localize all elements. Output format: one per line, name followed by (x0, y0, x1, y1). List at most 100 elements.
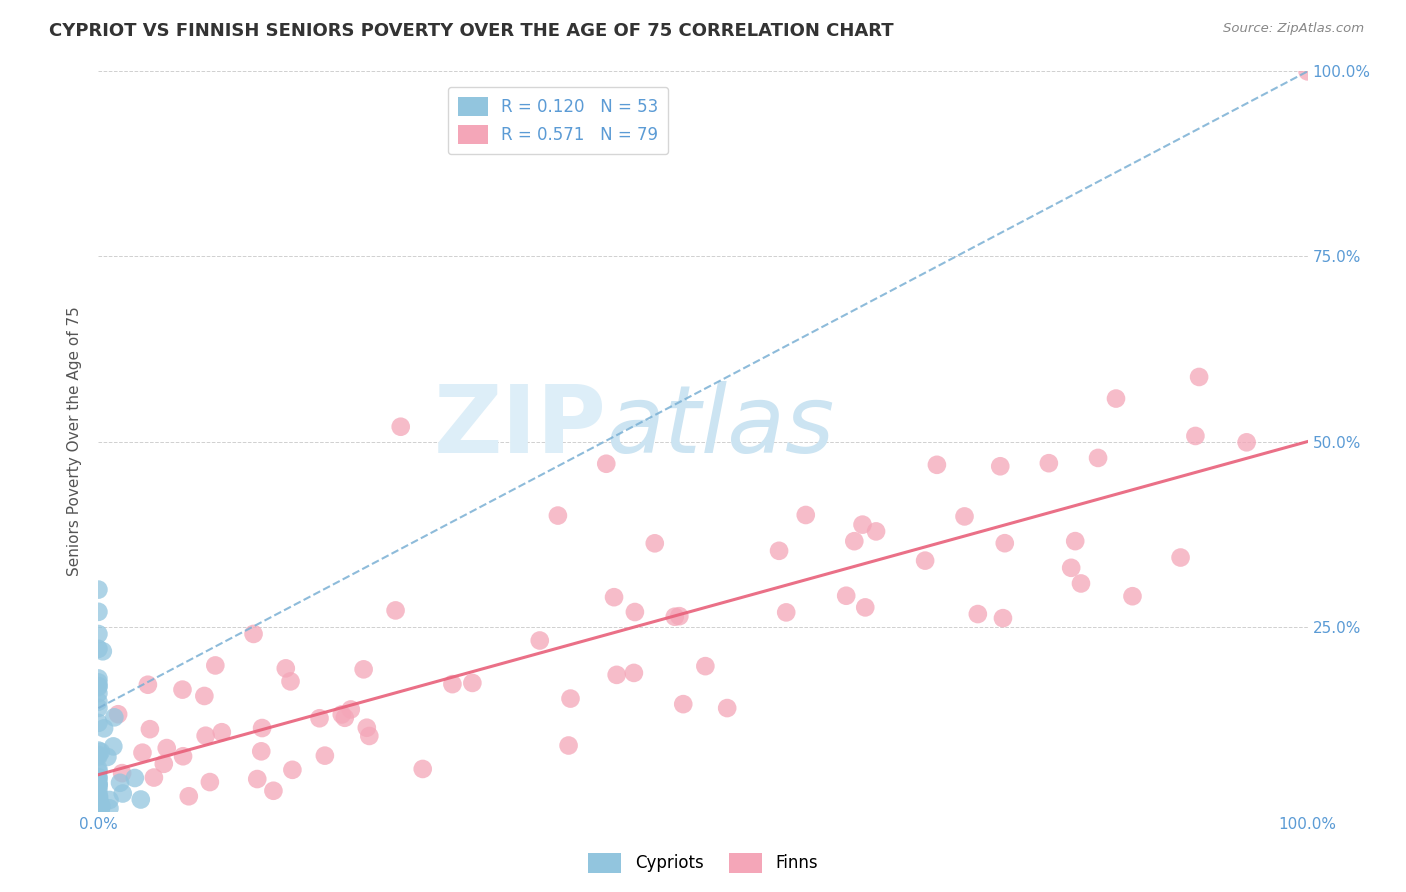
Point (111, 766, 134, 780)
Point (966, 607, 988, 621)
Point (129, 792, 152, 806)
Point (384, 603, 406, 617)
Point (193, 689, 215, 703)
Point (87, 680, 110, 694)
Point (1064, 534, 1087, 549)
Point (87, 778, 110, 792)
Point (250, 721, 273, 735)
Point (768, 543, 790, 558)
Point (87, 675, 110, 690)
Point (1087, 450, 1109, 465)
Point (87, 797, 110, 812)
Point (262, 784, 284, 798)
Point (87, 695, 110, 709)
Point (93, 722, 115, 736)
Text: CYPRIOT VS FINNISH SENIORS POVERTY OVER THE AGE OF 75 CORRELATION CHART: CYPRIOT VS FINNISH SENIORS POVERTY OVER … (49, 22, 894, 40)
Point (1060, 561, 1083, 575)
Point (87, 627, 110, 641)
Point (1296, 64, 1319, 78)
Point (695, 659, 717, 673)
Point (668, 609, 690, 624)
Point (1170, 550, 1192, 565)
Point (339, 702, 361, 716)
Point (865, 524, 887, 539)
Point (716, 701, 738, 715)
Point (953, 509, 976, 524)
Point (98, 793, 121, 807)
Point (606, 668, 628, 682)
Point (87, 791, 110, 805)
Point (333, 711, 356, 725)
Point (851, 517, 873, 532)
Point (111, 787, 134, 801)
Point (1188, 370, 1211, 384)
Point (87, 679, 110, 693)
Point (91, 644, 114, 658)
Point (461, 676, 484, 690)
Point (835, 589, 858, 603)
Point (1105, 392, 1128, 406)
Point (1121, 589, 1143, 603)
Point (177, 789, 200, 804)
Point (624, 605, 647, 619)
Text: atlas: atlas (606, 381, 835, 472)
Point (87, 797, 110, 811)
Point (87, 804, 110, 818)
Point (139, 722, 162, 736)
Point (672, 697, 695, 711)
Point (925, 458, 948, 472)
Point (87, 747, 110, 762)
Point (194, 729, 217, 743)
Point (87, 743, 110, 757)
Point (87, 641, 110, 656)
Point (87, 800, 110, 814)
Point (280, 674, 302, 689)
Point (441, 677, 464, 691)
Point (623, 665, 645, 680)
Point (172, 682, 194, 697)
Point (1038, 456, 1060, 470)
Point (914, 554, 936, 568)
Point (87, 794, 110, 808)
Point (389, 419, 412, 434)
Point (89, 790, 111, 805)
Point (87, 801, 110, 815)
Point (775, 606, 797, 620)
Point (560, 691, 582, 706)
Legend: R = 0.120   N = 53, R = 0.571   N = 79: R = 0.120 N = 53, R = 0.571 N = 79 (447, 87, 668, 154)
Point (198, 775, 221, 789)
Point (853, 600, 876, 615)
Point (246, 772, 269, 786)
Point (136, 678, 159, 692)
Point (308, 711, 330, 725)
Point (412, 762, 434, 776)
Point (644, 536, 666, 550)
Point (994, 536, 1017, 550)
Point (87, 803, 110, 817)
Point (131, 746, 153, 760)
Point (87, 605, 110, 619)
Point (242, 627, 264, 641)
Point (844, 534, 866, 549)
Point (211, 725, 233, 739)
Point (1236, 435, 1258, 450)
Point (1184, 429, 1206, 443)
Point (90, 802, 112, 816)
Point (87, 762, 110, 776)
Point (142, 771, 165, 785)
Point (529, 633, 551, 648)
Point (152, 756, 174, 771)
Point (988, 459, 1011, 474)
Point (557, 739, 579, 753)
Point (87, 701, 110, 715)
Legend: Cypriots, Finns: Cypriots, Finns (582, 847, 824, 880)
Text: ZIP: ZIP (433, 381, 606, 473)
Point (359, 729, 381, 743)
Point (124, 771, 146, 785)
Point (664, 609, 686, 624)
Point (87, 775, 110, 789)
Point (107, 707, 129, 722)
Point (87, 780, 110, 794)
Point (108, 776, 131, 790)
Point (87, 770, 110, 784)
